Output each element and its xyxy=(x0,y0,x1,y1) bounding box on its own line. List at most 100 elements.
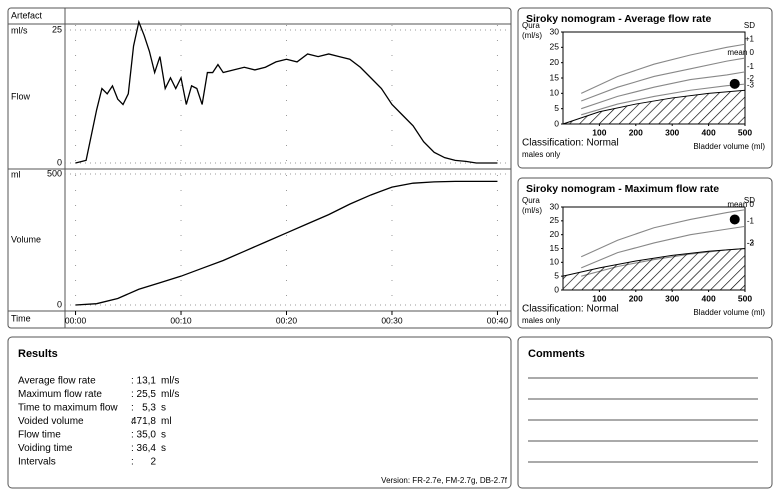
y-tick-label: 25 xyxy=(550,215,560,225)
result-value: 471,8 xyxy=(131,416,156,427)
result-value: 36,4 xyxy=(137,443,157,454)
legend-label: -1 xyxy=(747,216,755,225)
panel-title: Siroky nomogram - Average flow rate xyxy=(526,13,712,25)
x-label: Bladder volume (ml) xyxy=(693,308,765,317)
result-label: Average flow rate xyxy=(18,376,96,387)
legend-label: -3 xyxy=(747,80,755,89)
result-value: 25,5 xyxy=(137,389,157,400)
separator: : xyxy=(131,389,134,400)
x-label: Bladder volume (ml) xyxy=(693,142,765,151)
sd-curve xyxy=(580,209,746,258)
panel xyxy=(7,336,512,489)
y-tick-label: 20 xyxy=(550,229,560,239)
x-tick-label: 200 xyxy=(629,293,643,303)
result-value: 5,3 xyxy=(142,403,156,414)
y-label: Qura xyxy=(522,196,540,205)
separator: : xyxy=(131,443,134,454)
sd-curve xyxy=(581,83,746,116)
y-tick-label: 25 xyxy=(52,24,62,34)
result-label: Maximum flow rate xyxy=(18,389,102,400)
y-label: Qura xyxy=(522,21,540,30)
x-tick-label: 00:20 xyxy=(276,315,298,325)
x-tick-label: 200 xyxy=(629,127,643,137)
separator: : xyxy=(131,403,134,414)
panel-label: Flow xyxy=(11,91,31,101)
y-unit: ml/s xyxy=(11,25,28,35)
x-tick-label: 100 xyxy=(592,293,606,303)
legend-label: mean 0 xyxy=(727,200,754,209)
panel xyxy=(517,7,773,169)
y-tick-label: 5 xyxy=(554,270,559,280)
panel-label: Volume xyxy=(11,234,41,244)
x-tick-label: 00:00 xyxy=(65,315,87,325)
legend-label: -2 xyxy=(747,74,755,83)
comments-title: Comments xyxy=(528,348,585,360)
y-tick-label: 500 xyxy=(47,168,62,178)
y-tick-label: 15 xyxy=(550,72,560,82)
result-unit: ml xyxy=(161,416,172,427)
x-tick-label: 300 xyxy=(665,127,679,137)
sd-curve xyxy=(580,43,746,94)
version: Version: FR-2.7e, FM-2.7g, DB-2.7f xyxy=(381,476,508,485)
x-tick-label: 300 xyxy=(665,293,679,303)
x-tick-label: 400 xyxy=(702,293,716,303)
x-tick-label: 100 xyxy=(592,127,606,137)
sd-curve xyxy=(581,57,746,102)
y-tick-label: 25 xyxy=(550,42,560,52)
classification: Classification: Normal xyxy=(522,138,619,149)
hatched-area xyxy=(562,247,746,291)
x-tick-label: 500 xyxy=(738,127,752,137)
y-tick-label: 0 xyxy=(554,284,559,294)
separator: : xyxy=(131,430,134,441)
data-line xyxy=(75,19,498,164)
separator: : xyxy=(131,416,134,427)
x-tick-label: 00:10 xyxy=(170,315,192,325)
y-label: (ml/s) xyxy=(522,31,542,40)
separator: : xyxy=(131,376,134,387)
legend-label: -1 xyxy=(747,62,755,71)
y-tick-label: 30 xyxy=(550,26,560,36)
y-tick-label: 10 xyxy=(550,257,560,267)
separator: : xyxy=(131,457,134,468)
y-unit: ml xyxy=(11,169,21,179)
sd-label: SD xyxy=(744,196,755,205)
result-label: Voiding time xyxy=(18,443,73,454)
results-title: Results xyxy=(18,348,58,360)
note: males only xyxy=(522,316,560,325)
legend-label: mean 0 xyxy=(727,48,754,57)
result-value: 13,1 xyxy=(137,376,157,387)
legend-label: -3 xyxy=(747,239,755,248)
legend-label: -2 xyxy=(747,239,755,248)
y-tick-label: 10 xyxy=(550,88,560,98)
y-label: (ml/s) xyxy=(522,206,542,215)
artefact-label: Artefact xyxy=(11,10,43,20)
result-value: 35,0 xyxy=(137,430,157,441)
comment-lines xyxy=(528,377,758,463)
result-unit: s xyxy=(161,430,166,441)
y-tick-label: 0 xyxy=(57,157,62,167)
result-unit: ml/s xyxy=(161,389,179,400)
sd-curve xyxy=(581,71,746,110)
result-unit: s xyxy=(161,443,166,454)
x-label: Time xyxy=(11,313,31,323)
x-tick-label: 500 xyxy=(738,293,752,303)
hatched-area xyxy=(562,89,746,125)
panel xyxy=(517,177,773,329)
sd-label: SD xyxy=(744,21,755,30)
result-label: Flow time xyxy=(18,430,61,441)
result-unit: ml/s xyxy=(161,376,179,387)
x-tick-label: 00:40 xyxy=(487,315,509,325)
data-line xyxy=(75,180,498,306)
y-tick-label: 0 xyxy=(57,299,62,309)
result-label: Time to maximum flow xyxy=(18,403,118,414)
y-tick-label: 5 xyxy=(554,103,559,113)
y-tick-label: 0 xyxy=(554,118,559,128)
panel xyxy=(7,7,512,329)
x-tick-label: 00:30 xyxy=(381,315,403,325)
result-label: Voided volume xyxy=(18,416,84,427)
result-point xyxy=(729,214,740,225)
panel-title: Siroky nomogram - Maximum flow rate xyxy=(526,183,719,195)
classification: Classification: Normal xyxy=(522,304,619,315)
result-value: 2 xyxy=(150,457,156,468)
